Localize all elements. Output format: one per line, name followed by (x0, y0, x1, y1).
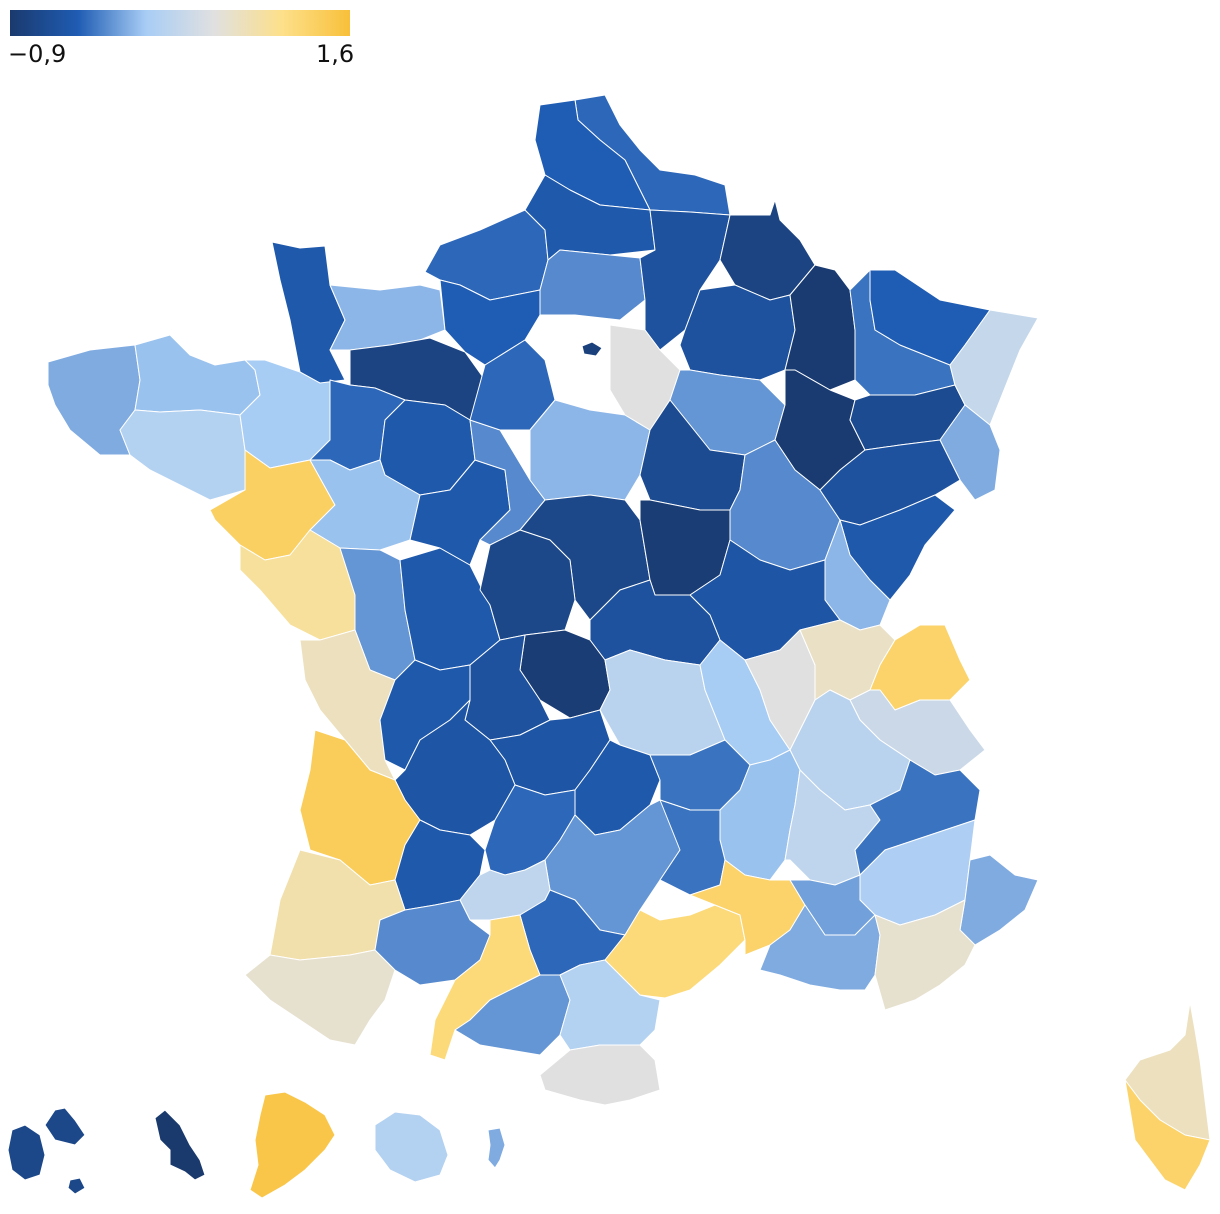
region-pas-de-calais[interactable] (534, 99, 651, 211)
region-eure[interactable] (439, 279, 541, 366)
region-aisne[interactable] (639, 209, 731, 351)
region-tarn-et-garonne[interactable] (459, 859, 551, 921)
legend-max-label: 1,6 (316, 40, 355, 68)
legend-gradient-bar (10, 10, 350, 36)
region-marne[interactable] (679, 284, 796, 381)
region-oise[interactable] (539, 249, 646, 321)
region-pyrenees-orientales[interactable] (539, 1044, 661, 1106)
region-gers[interactable] (374, 899, 491, 986)
region-alpes-maritimes[interactable] (959, 854, 1039, 946)
region-herault[interactable] (604, 904, 746, 999)
region-pyrenees-atlantiques[interactable] (244, 949, 396, 1046)
region-cotes-d-armor[interactable] (134, 334, 261, 416)
region-martinique[interactable] (154, 1109, 206, 1181)
legend-min-label: −0,9 (8, 40, 67, 68)
region-mayotte[interactable] (487, 1127, 506, 1169)
region-morbihan[interactable] (119, 409, 246, 501)
region-guyane[interactable] (249, 1091, 336, 1199)
region-guadeloupe[interactable] (7, 1107, 86, 1195)
region-la-reunion[interactable] (374, 1111, 449, 1183)
region-paris[interactable] (581, 341, 603, 357)
region-corse-du-sud[interactable] (1124, 1079, 1211, 1191)
region-var[interactable] (874, 899, 976, 1011)
region-manche[interactable] (271, 241, 346, 384)
